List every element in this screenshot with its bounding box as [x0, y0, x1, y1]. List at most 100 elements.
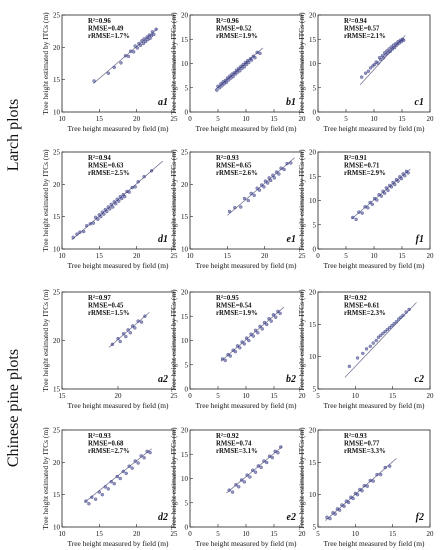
panel-label: e1 — [287, 234, 296, 245]
x-tick-label: 15 — [271, 115, 279, 123]
data-point — [245, 473, 249, 477]
data-point — [368, 344, 372, 348]
panel-c2: 5 10 15 20 5 10 15 20 R²=0.92RMSE=0.61rRMSE=2.3%… — [297, 289, 434, 411]
x-tick-label: 20 — [299, 115, 307, 123]
data-point — [392, 322, 396, 326]
data-point — [71, 235, 75, 240]
stat-text: R²=0.94 — [344, 18, 367, 25]
data-point — [270, 455, 274, 460]
x-tick-label: 15 — [59, 392, 67, 400]
data-point — [218, 86, 222, 90]
data-point — [251, 468, 255, 472]
data-point — [379, 57, 383, 62]
data-point — [129, 49, 133, 53]
data-point — [100, 493, 104, 497]
data-point — [265, 460, 269, 465]
data-point — [220, 84, 224, 88]
x-tick-label: 0 — [188, 530, 192, 538]
data-point — [285, 161, 289, 166]
plot-frame — [61, 151, 175, 250]
panel-label: b1 — [286, 97, 296, 108]
data-point — [75, 232, 79, 236]
data-point — [404, 310, 408, 314]
data-point — [251, 334, 255, 338]
data-point — [247, 338, 251, 343]
panel-a1: 10 15 20 25 10 15 20 25 R²=0.96RMSE=0.49rRMSE=1.… — [41, 12, 178, 134]
y-axis-title: Tree height estimated by ITCs (m) — [169, 289, 178, 392]
x-tick-label: 25 — [171, 392, 179, 400]
data-point — [226, 78, 231, 82]
stat-text: RMSE=0.45 — [88, 303, 124, 310]
data-point — [360, 211, 364, 215]
x-tick-label: 20 — [133, 115, 141, 123]
data-point — [121, 469, 125, 474]
data-point — [92, 79, 96, 83]
panel-f1: 0 5 10 15 20 0 5 10 15 20 R²=0.91RMSE=0.71rRMSE=2.… — [297, 149, 434, 271]
panel-grid: 10 15 20 2510152025R²=0.96RMSE=0.49rRMSE=1.… — [41, 12, 434, 549]
data-point — [372, 62, 377, 67]
y-tick-label: 0 — [313, 246, 317, 254]
data-point — [379, 472, 383, 477]
data-point — [371, 341, 375, 345]
data-point — [256, 331, 260, 335]
panel-d2: 10 15 20 25 10 15 20 25 R²=0.93RMSE=0.68rRMSE=2.… — [41, 427, 178, 549]
x-tick-label: 15 — [399, 252, 407, 260]
data-point — [223, 358, 227, 363]
panel-e2: 0 5 10 15 20 0 5 10 15 20 R²=0.92RMSE=0.74rRMSE=3.… — [169, 427, 306, 549]
plot-frame — [317, 429, 431, 528]
y-tick-label: 20 — [309, 149, 317, 157]
data-point — [247, 60, 251, 65]
data-point — [111, 205, 115, 209]
data-point — [260, 327, 264, 331]
data-point — [274, 315, 278, 319]
data-point — [263, 179, 268, 183]
stat-text: RMSE=0.63 — [88, 163, 124, 170]
stat-text: RMSE=0.74 — [216, 441, 252, 448]
y-tick-label: 15 — [309, 36, 317, 44]
y-tick-label: 20 — [309, 289, 317, 297]
data-point — [379, 333, 383, 337]
data-point — [102, 212, 106, 216]
data-point — [118, 476, 122, 481]
stat-text: RMSE=0.77 — [344, 441, 380, 448]
data-point — [112, 482, 116, 486]
data-point — [255, 186, 259, 190]
y-axis-title: Tree height estimated by ITCs (m) — [169, 149, 178, 252]
y-tick-label: 10 — [181, 246, 189, 254]
data-point — [109, 480, 113, 484]
stat-text: R²=0.94 — [88, 155, 111, 162]
data-point — [132, 50, 136, 54]
y-tick-label: 10 — [53, 524, 61, 532]
data-point — [365, 484, 369, 488]
x-tick-label: 25 — [171, 115, 179, 123]
stat-text: RMSE=0.65 — [216, 163, 252, 170]
x-tick-label: 15 — [271, 530, 279, 538]
data-point — [149, 169, 154, 173]
data-point — [357, 210, 361, 214]
y-tick-label: 5 — [185, 84, 189, 92]
data-point — [126, 328, 130, 332]
x-tick-label: 15 — [271, 392, 279, 400]
x-tick-label: 10 — [352, 392, 360, 400]
data-point — [126, 54, 131, 59]
data-point — [362, 483, 366, 488]
data-point — [90, 495, 94, 499]
data-point — [368, 66, 373, 70]
x-tick-label: 25 — [171, 530, 179, 538]
y-axis-title: Tree height estimated by ITCs (m) — [169, 12, 178, 115]
data-point — [130, 324, 135, 328]
stat-text: R²=0.91 — [344, 155, 367, 162]
stat-text: rRMSE=3.1% — [216, 448, 258, 455]
data-point — [376, 61, 380, 65]
data-point — [142, 174, 146, 179]
panel-label: a1 — [158, 97, 168, 108]
data-point — [253, 56, 257, 60]
stat-text: R²=0.92 — [216, 433, 239, 440]
x-tick-label: 15 — [389, 392, 397, 400]
data-point — [139, 454, 143, 458]
data-point — [91, 221, 96, 225]
x-axis-title: Tree height measured by field (m) — [68, 539, 169, 548]
data-point — [140, 39, 144, 43]
